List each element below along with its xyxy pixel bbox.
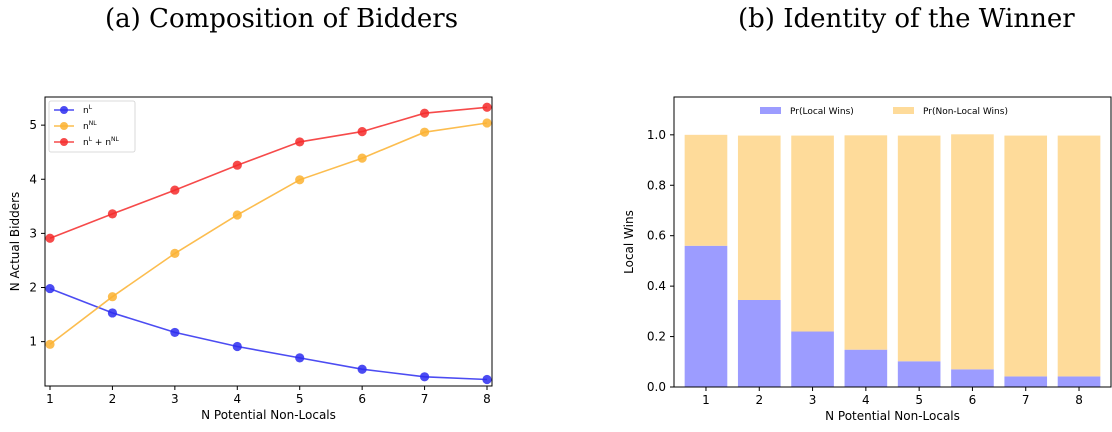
series-line-1: [49, 122, 488, 345]
bar-local-wins: [684, 245, 728, 387]
data-point: [357, 153, 367, 163]
legend-label: nL: [83, 104, 93, 116]
y-tick-label: 3: [29, 226, 37, 240]
x-tick-label: 7: [421, 392, 429, 406]
data-point: [482, 118, 492, 128]
data-point: [419, 108, 430, 118]
y-axis-label: Local Wins: [622, 210, 636, 274]
x-tick-label: 2: [109, 392, 117, 406]
data-point: [107, 292, 118, 302]
data-point: [357, 127, 367, 137]
legend-marker: [60, 138, 68, 146]
chart-b-title: (b) Identity of the Winner: [738, 4, 1075, 34]
data-point: [295, 175, 305, 185]
y-tick-label: 1: [29, 335, 37, 349]
bar-nonlocal-wins: [951, 134, 994, 370]
y-tick-label: 0.6: [647, 229, 666, 243]
x-tick-label: 2: [755, 393, 763, 407]
bar-nonlocal-wins: [844, 135, 888, 350]
data-point: [232, 210, 242, 220]
bar-nonlocal-wins: [737, 135, 781, 300]
x-tick-label: 4: [862, 393, 870, 407]
legend: Pr(Local Wins) Pr(Non-Local Wins): [760, 107, 1008, 117]
y-tick-label: 0.4: [647, 279, 666, 293]
x-tick-label: 3: [171, 392, 179, 406]
bar-nonlocal-wins: [684, 134, 728, 246]
x-tick-label: 8: [1075, 393, 1083, 407]
data-point: [45, 339, 55, 349]
x-tick-label: 7: [1022, 393, 1030, 407]
x-axis-label: N Potential Non-Locals: [201, 408, 336, 422]
y-tick-label: 0.2: [647, 330, 666, 344]
bar-nonlocal-wins: [897, 135, 941, 362]
bar-local-wins: [1004, 376, 1048, 387]
data-point: [295, 137, 305, 147]
data-point: [170, 185, 180, 195]
x-axis-label: N Potential Non-Locals: [825, 409, 960, 423]
line-chart-composition: 1 2 3 4 5 6 7 8 1 2 3 4 5 N Potential Non-Locals N Act…: [8, 96, 493, 422]
bar-chart-winner: 1 2 3 4 5 6 7 8 0.0 0.2 0.4 0.6 0.8 1.0 N Potential No…: [622, 96, 1112, 423]
series-line-2: [49, 106, 488, 240]
legend-box: [48, 100, 136, 153]
data-point: [45, 233, 55, 243]
data-point: [357, 364, 367, 374]
data-point: [419, 127, 430, 137]
series-line-0: [49, 287, 488, 381]
legend-label: Pr(Non-Local Wins): [923, 107, 1008, 117]
legend-label: nL + nNL: [83, 136, 120, 148]
x-tick-label: 5: [296, 392, 304, 406]
plot-frame: [44, 96, 493, 387]
legend-swatch: [893, 107, 914, 114]
data-point: [170, 327, 180, 338]
x-tick-label: 3: [809, 393, 817, 407]
data-point: [107, 209, 118, 219]
bar-local-wins: [1057, 376, 1101, 387]
data-point: [482, 374, 492, 385]
y-tick-label: 1.0: [647, 128, 666, 142]
bar-nonlocal-wins: [1004, 135, 1048, 377]
plot-frame: [673, 96, 1112, 388]
x-tick-label: 1: [702, 393, 710, 407]
y-axis-label: N Actual Bidders: [8, 192, 22, 292]
data-point: [107, 308, 118, 318]
x-tick-label: 6: [969, 393, 977, 407]
bar-local-wins: [897, 361, 941, 387]
bar-nonlocal-wins: [1057, 135, 1101, 377]
bar-local-wins: [791, 331, 834, 387]
legend-swatch: [760, 107, 781, 114]
legend: nL nNL nL + nNL: [48, 100, 136, 153]
x-tick-label: 4: [233, 392, 241, 406]
legend-label: nNL: [83, 120, 97, 132]
legend-marker: [60, 106, 68, 114]
bar-local-wins: [844, 349, 888, 387]
x-tick-label: 5: [915, 393, 923, 407]
chart-a-title: (a) Composition of Bidders: [105, 4, 459, 34]
legend-label: Pr(Local Wins): [790, 107, 854, 117]
data-point: [419, 372, 430, 382]
bar-local-wins: [951, 369, 994, 387]
y-tick-label: 0.8: [647, 178, 666, 192]
y-tick-label: 4: [29, 172, 37, 186]
legend-marker: [60, 122, 68, 130]
y-tick-label: 2: [29, 281, 37, 295]
bar-local-wins: [737, 300, 781, 387]
x-tick-label: 6: [358, 392, 366, 406]
data-point: [232, 341, 242, 352]
x-tick-label: 8: [483, 392, 491, 406]
data-point: [295, 353, 305, 363]
data-point: [170, 248, 180, 259]
y-tick-label: 5: [29, 118, 37, 132]
data-point: [482, 102, 492, 112]
data-point: [45, 283, 55, 294]
bar-nonlocal-wins: [791, 135, 834, 332]
y-tick-label: 0.0: [647, 380, 666, 394]
data-point: [232, 160, 242, 170]
x-tick-label: 1: [46, 392, 54, 406]
